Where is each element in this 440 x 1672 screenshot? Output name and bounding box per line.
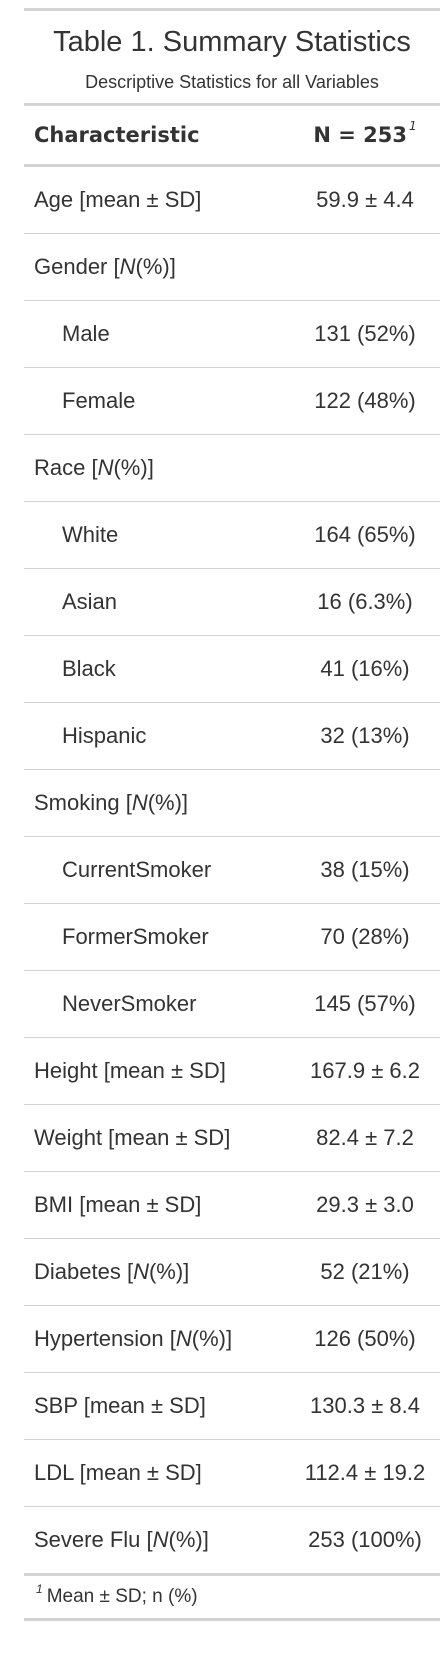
row-value: 131 (52%): [290, 301, 440, 367]
row-value: 29.3 ± 3.0: [290, 1172, 440, 1238]
row-value: 52 (21%): [290, 1239, 440, 1305]
summary-table: Table 1. Summary Statistics Descriptive …: [24, 8, 440, 1621]
row-value: 16 (6.3%): [290, 569, 440, 635]
row-label: LDL [mean ± SD]: [34, 1440, 202, 1506]
table-footnote: 1 Mean ± SD; n (%): [24, 1573, 440, 1621]
table-title: Table 1. Summary Statistics: [24, 11, 440, 67]
table-row: SBP [mean ± SD] 130.3 ± 8.4: [24, 1373, 440, 1440]
table-row: Black 41 (16%): [24, 636, 440, 703]
table-row: Female 122 (48%): [24, 368, 440, 435]
table-row: Age [mean ± SD] 59.9 ± 4.4: [24, 167, 440, 234]
row-label: Asian: [62, 569, 117, 635]
row-value: 126 (50%): [290, 1306, 440, 1372]
row-value: 59.9 ± 4.4: [290, 167, 440, 233]
row-value: 130.3 ± 8.4: [290, 1373, 440, 1439]
table-row: LDL [mean ± SD] 112.4 ± 19.2: [24, 1440, 440, 1507]
row-label: Age [mean ± SD]: [34, 167, 201, 233]
table-row: Gender [N (%)]: [24, 234, 440, 301]
row-label: BMI [mean ± SD]: [34, 1172, 201, 1238]
row-value: [290, 234, 440, 300]
row-value: 112.4 ± 19.2: [290, 1440, 440, 1506]
row-value: 253 (100%): [290, 1507, 440, 1573]
table-row: CurrentSmoker 38 (15%): [24, 837, 440, 904]
table-row: Hypertension [N (%)] 126 (50%): [24, 1306, 440, 1373]
row-value: 41 (16%): [290, 636, 440, 702]
row-value: [290, 770, 440, 836]
row-label: CurrentSmoker: [62, 837, 211, 903]
table-row: Hispanic 32 (13%): [24, 703, 440, 770]
row-value: 32 (13%): [290, 703, 440, 769]
footnote-mark: 1: [409, 119, 417, 133]
row-label: SBP [mean ± SD]: [34, 1373, 206, 1439]
table-row: Race [N (%)]: [24, 435, 440, 502]
table-body: Age [mean ± SD] 59.9 ± 4.4 Gender [N (%)]…: [24, 167, 440, 1573]
row-label: White: [62, 502, 118, 568]
table-row: White 164 (65%): [24, 502, 440, 569]
table-row: NeverSmoker 145 (57%): [24, 971, 440, 1038]
row-value: 122 (48%): [290, 368, 440, 434]
column-header-n-label: N = 253: [313, 123, 407, 147]
table-row: Weight [mean ± SD] 82.4 ± 7.2: [24, 1105, 440, 1172]
table-row: Severe Flu [N (%)] 253 (100%): [24, 1507, 440, 1573]
row-value: [290, 435, 440, 501]
row-label: Smoking [N (%)]: [34, 770, 188, 836]
row-label: Diabetes [N (%)]: [34, 1239, 189, 1305]
table-row: BMI [mean ± SD] 29.3 ± 3.0: [24, 1172, 440, 1239]
column-header-characteristic: Characteristic: [34, 106, 200, 164]
row-value: 38 (15%): [290, 837, 440, 903]
table-row: Diabetes [N (%)] 52 (21%): [24, 1239, 440, 1306]
table-header-row: Characteristic N = 253 1: [24, 106, 440, 167]
table-row: Male 131 (52%): [24, 301, 440, 368]
table-row: Height [mean ± SD] 167.9 ± 6.2: [24, 1038, 440, 1105]
row-value: 167.9 ± 6.2: [290, 1038, 440, 1104]
row-label: Gender [N (%)]: [34, 234, 176, 300]
row-label: Height [mean ± SD]: [34, 1038, 226, 1104]
row-label: Hispanic: [62, 703, 146, 769]
row-label: Race [N (%)]: [34, 435, 154, 501]
row-label: Severe Flu [N (%)]: [34, 1507, 209, 1573]
row-label: NeverSmoker: [62, 971, 196, 1037]
row-value: 70 (28%): [290, 904, 440, 970]
row-label: Male: [62, 301, 110, 367]
row-value: 145 (57%): [290, 971, 440, 1037]
table-subtitle: Descriptive Statistics for all Variables: [24, 67, 440, 103]
row-label: FormerSmoker: [62, 904, 209, 970]
row-label: Hypertension [N (%)]: [34, 1306, 232, 1372]
row-value: 164 (65%): [290, 502, 440, 568]
column-header-n: N = 253 1: [290, 106, 440, 164]
row-label: Female: [62, 368, 135, 434]
table-row: Asian 16 (6.3%): [24, 569, 440, 636]
footnote-text: Mean ± SD; n (%): [47, 1586, 198, 1608]
row-label: Black: [62, 636, 116, 702]
footnote-mark: 1: [36, 1582, 43, 1596]
row-value: 82.4 ± 7.2: [290, 1105, 440, 1171]
table-row: Smoking [N (%)]: [24, 770, 440, 837]
row-label: Weight [mean ± SD]: [34, 1105, 230, 1171]
table-row: FormerSmoker 70 (28%): [24, 904, 440, 971]
